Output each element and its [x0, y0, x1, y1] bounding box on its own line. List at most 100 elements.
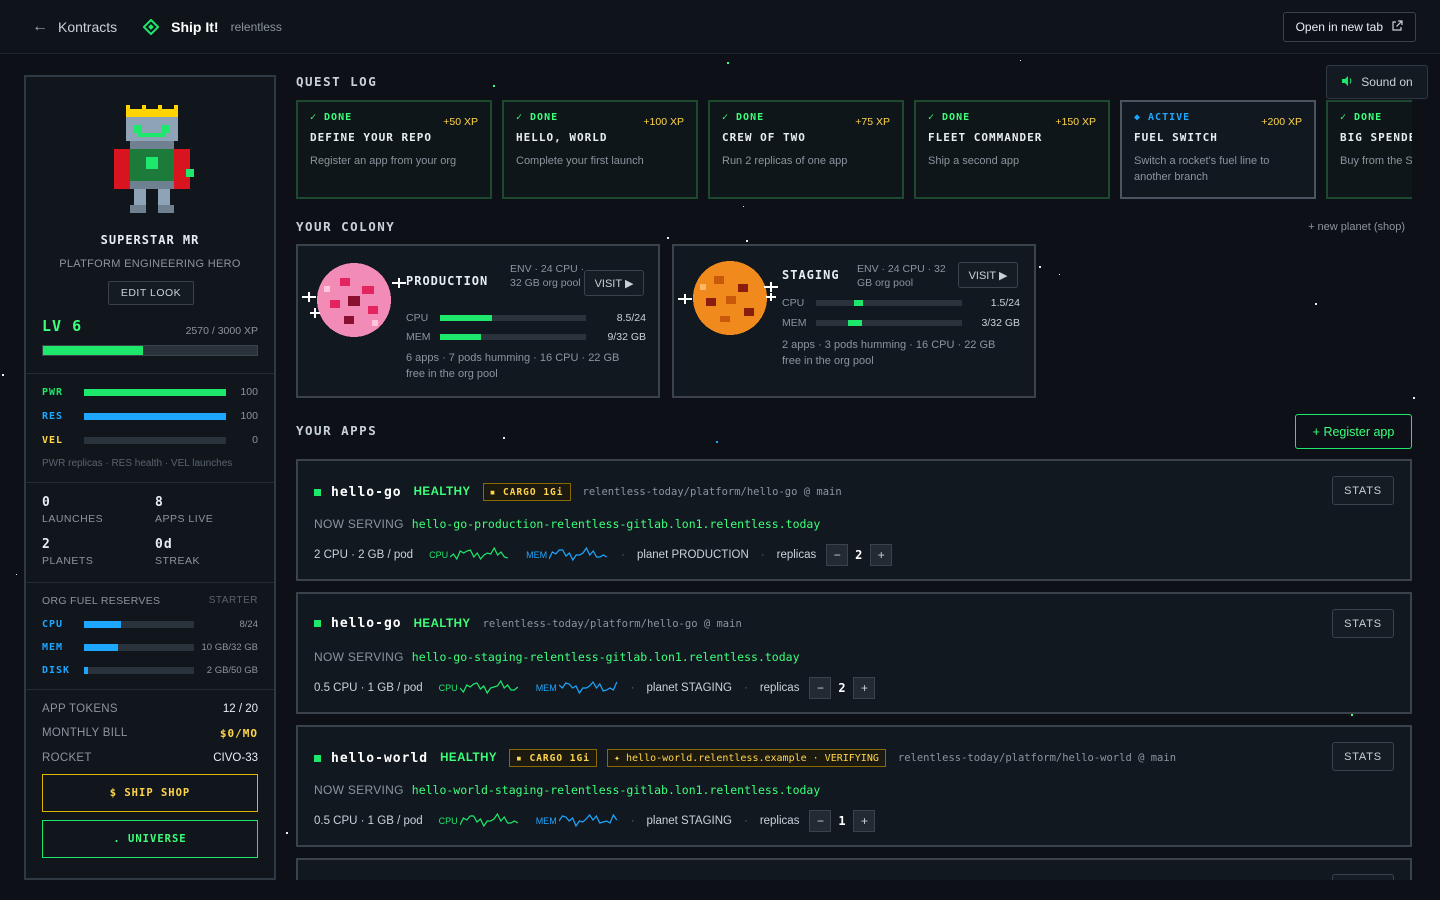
quest-description: Buy from the Ship Shop: [1340, 155, 1412, 167]
metric-num: 0: [42, 495, 51, 510]
star: [1039, 266, 1041, 268]
stats-button[interactable]: STATS: [1332, 476, 1394, 505]
fuel-tier: STARTER: [208, 595, 258, 606]
stat-row-vel: VEL 0: [42, 433, 258, 447]
star: [1351, 714, 1353, 716]
app-name[interactable]: hello-go: [331, 484, 402, 500]
divider: [26, 482, 274, 483]
planet-cpu-row: CPU 1.5/24: [782, 297, 1020, 309]
mem-spark-label: MEM: [535, 683, 557, 693]
stat-bar: [84, 412, 226, 420]
new-planet-link[interactable]: + new planet (shop): [1308, 221, 1405, 233]
kv-key: ROCKET: [42, 752, 92, 764]
replicas-decrement-button[interactable]: −: [809, 677, 832, 699]
stat-label: RES: [42, 410, 64, 422]
replicas-decrement-button[interactable]: −: [809, 810, 832, 832]
metric-num: 0d: [155, 537, 173, 552]
serving-url[interactable]: hello-go-staging-relentless-gitlab.lon1.…: [411, 650, 800, 664]
quest-description: Switch a rocket's fuel line to another b…: [1134, 155, 1270, 183]
star: [16, 574, 17, 575]
replicas-count: 1: [838, 814, 847, 828]
fuel-row-cpu: CPU 8/24: [42, 618, 258, 630]
back-link[interactable]: ← Kontracts: [32, 18, 117, 36]
star: [727, 62, 729, 64]
open-new-tab-button[interactable]: Open in new tab: [1282, 12, 1416, 42]
stat-value: 100: [240, 410, 258, 422]
planet-mem-row: MEM 9/32 GB: [406, 331, 646, 343]
ship-shop-button[interactable]: $ SHIP SHOP: [42, 774, 258, 812]
serving-url[interactable]: hello-go-production-relentless-gitlab.lo…: [411, 517, 821, 531]
stats-button[interactable]: STATS: [1332, 742, 1394, 771]
pod-size: 2 CPU · 2 GB / pod: [314, 549, 414, 561]
replicas-increment-button[interactable]: +: [853, 810, 876, 832]
serving-url[interactable]: hello-world-staging-relentless-gitlab.lo…: [411, 783, 821, 797]
sound-label: Sound on: [1361, 75, 1413, 89]
sound-toggle[interactable]: Sound on: [1326, 65, 1428, 99]
fuel-value: 2 GB/50 GB: [206, 664, 258, 676]
quest-description: Complete your first launch: [516, 155, 644, 167]
quest-card[interactable]: ✓ DONE +150 XP FLEET COMMANDER Ship a secon…: [914, 100, 1110, 199]
app-name[interactable]: hello-world: [331, 750, 429, 766]
stat-bar: [84, 388, 226, 396]
apps-title: YOUR APPS: [296, 423, 378, 438]
app-card: hello-go HEALTHY ▪ CARGO 1Gi relentless-tod…: [296, 459, 1412, 581]
fuel-bar-fill: [84, 666, 89, 674]
replicas-decrement-button[interactable]: −: [826, 544, 849, 566]
app-name[interactable]: hello-go: [331, 616, 402, 631]
fuel-row-disk: DISK 2 GB/50 GB: [42, 664, 258, 676]
pod-size: 0.5 CPU · 1 GB / pod: [314, 815, 423, 827]
visit-button[interactable]: VISIT ▶: [584, 270, 644, 296]
health-badge: HEALTHY: [413, 617, 471, 630]
stats-button[interactable]: STATS: [1332, 609, 1394, 638]
replicas-count: 2: [838, 681, 847, 695]
domain-badge[interactable]: ✦ hello-world.relentless.example · VERIF…: [606, 749, 886, 767]
app-header: hello-go HEALTHY ▪ CARGO 1Gi relentless-tod…: [314, 483, 842, 501]
planet-card-staging: STAGING ENV · 24 CPU · 32 GB org pool VI…: [672, 244, 1036, 398]
fuel-title: ORG FUEL RESERVES: [42, 595, 161, 607]
star: [503, 437, 505, 439]
star: [493, 85, 495, 87]
separator: ·: [760, 549, 765, 561]
register-app-button[interactable]: + Register app: [1295, 414, 1412, 449]
universe-button[interactable]: . UNIVERSE: [42, 820, 258, 858]
quest-card[interactable]: ✓ DONE +50 XP DEFINE YOUR REPO Register an …: [296, 100, 492, 199]
kv-value: 12 / 20: [222, 703, 258, 715]
hero-avatar: [114, 105, 194, 213]
stat-bar-fill: [84, 388, 226, 396]
planet-summary: 2 apps · 3 pods humming · 16 CPU · 22 GB…: [782, 339, 996, 367]
repo-path: relentless-today/platform/hello-go @ mai…: [482, 617, 742, 630]
separator: ·: [621, 549, 625, 561]
diamond-logo-icon: [143, 18, 160, 35]
serving-label: NOW SERVING: [314, 783, 404, 797]
sparkline: [459, 680, 518, 695]
planet-summary: 6 apps · 7 pods humming · 16 CPU · 22 GB…: [406, 352, 620, 380]
metric-num: 8: [155, 495, 164, 510]
quest-card[interactable]: ✓ DONE +100 XP HELLO, WORLD Complete your f…: [502, 100, 698, 199]
org-name: relentless: [230, 19, 282, 34]
repo-path: relentless-today/platform/hello-world @ …: [897, 752, 1177, 764]
fuel-bar: [84, 620, 194, 628]
quest-card[interactable]: ◆ ACTIVE +200 XP FUEL SWITCH Switch a rocke…: [1120, 100, 1316, 199]
quest-card[interactable]: ✓ DONE +75 XP CREW OF TWO Run 2 replicas of…: [708, 100, 904, 199]
planet-env: ENV · 24 CPU · 32 GB org pool: [510, 263, 585, 289]
quest-description: Ship a second app: [928, 155, 1020, 167]
stat-label: VEL: [42, 434, 64, 446]
sparkline: [549, 547, 608, 562]
visit-button[interactable]: VISIT ▶: [958, 262, 1018, 288]
app-meta-row: 2 CPU · 2 GB / pod CPU MEM · planet PRODUCTI…: [314, 544, 893, 566]
replicas-increment-button[interactable]: +: [870, 544, 893, 566]
res-label: CPU: [406, 312, 429, 324]
divider: [26, 582, 274, 583]
quest-card[interactable]: ✓ DONE BIG SPENDER Buy from the Ship Shop: [1326, 100, 1412, 199]
replicas-increment-button[interactable]: +: [853, 677, 876, 699]
star: [1413, 397, 1415, 399]
metric-caption: STREAK: [155, 555, 201, 567]
edit-look-button[interactable]: EDIT LOOK: [108, 281, 194, 305]
kv-key: MONTHLY BILL: [42, 727, 128, 739]
fuel-value: 10 GB/32 GB: [201, 641, 258, 653]
stat-row-pwr: PWR 100: [42, 385, 258, 399]
app-meta-row: 0.5 CPU · 1 GB / pod CPU MEM · planet STAGIN…: [314, 810, 876, 832]
separator: ·: [743, 682, 748, 694]
separator: ·: [743, 815, 748, 827]
star: [1315, 303, 1317, 305]
